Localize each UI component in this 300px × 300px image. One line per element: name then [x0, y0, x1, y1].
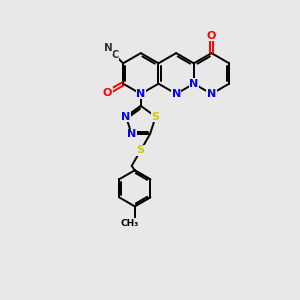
Text: N: N — [136, 89, 146, 99]
Text: S: S — [137, 145, 145, 155]
Text: N: N — [189, 79, 199, 89]
Text: N: N — [207, 89, 216, 99]
Text: O: O — [207, 31, 216, 41]
Text: N: N — [122, 112, 130, 122]
Text: CH₃: CH₃ — [120, 219, 138, 228]
Text: N: N — [172, 89, 181, 99]
Text: N: N — [103, 43, 112, 53]
Text: S: S — [152, 112, 160, 122]
Text: O: O — [103, 88, 112, 98]
Text: N: N — [127, 129, 136, 139]
Text: C: C — [112, 50, 119, 60]
